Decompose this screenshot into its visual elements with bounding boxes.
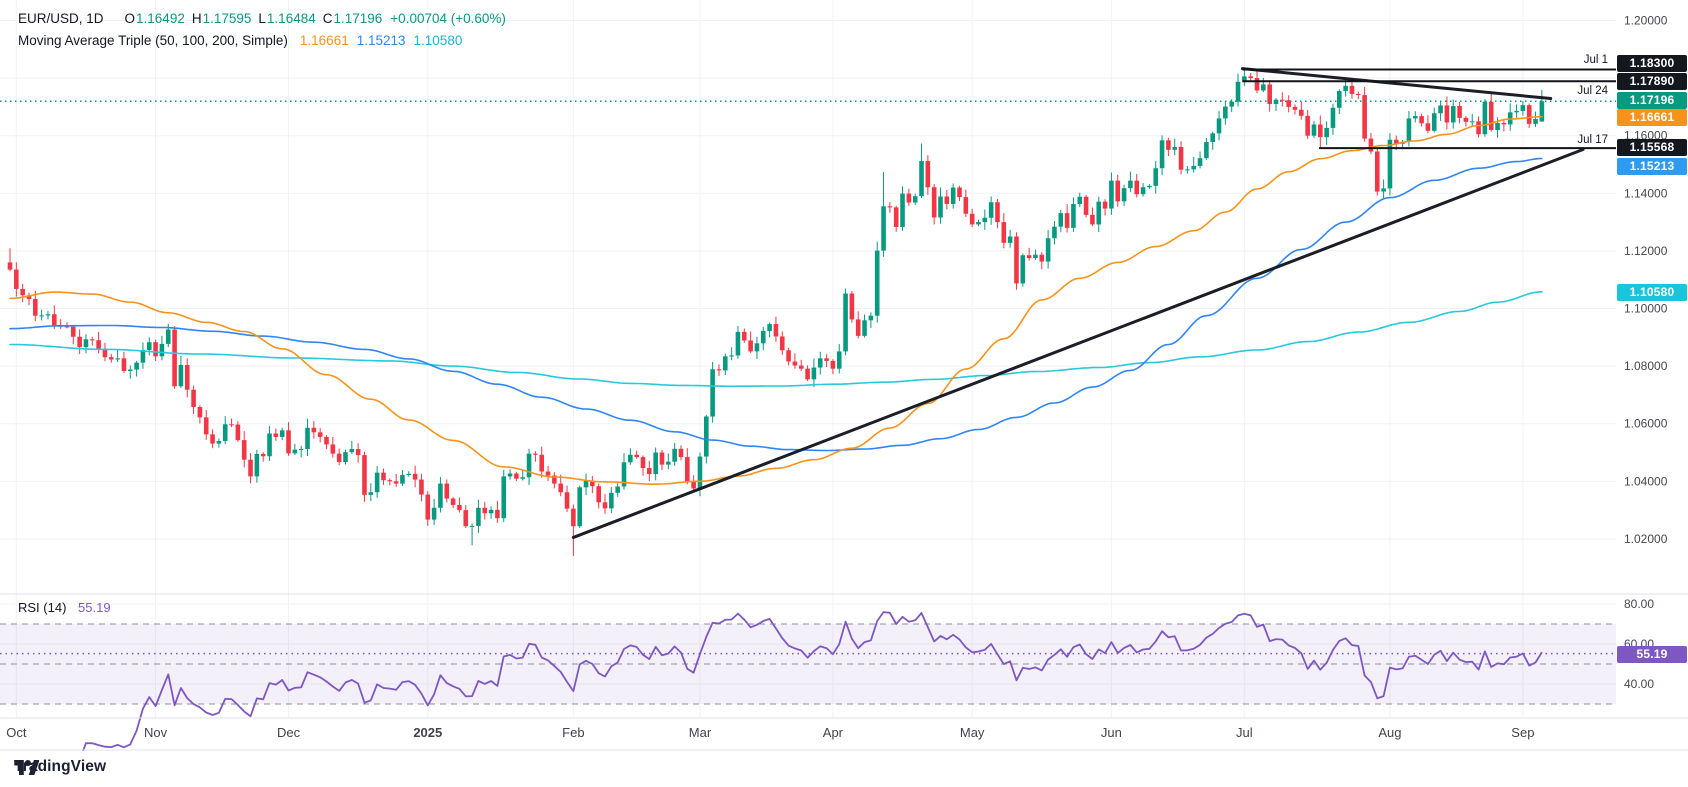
footer: TradingView (0, 751, 1688, 787)
price-axis-label: 1.06000 (1624, 417, 1668, 431)
level-date-label: Jul 1 (1584, 54, 1608, 66)
axis-price-badge: 1.17890 (1617, 72, 1687, 90)
axis-price-badge: 1.15213 (1617, 157, 1687, 175)
time-axis-label: Sep (1511, 725, 1534, 740)
time-axis-label: Nov (144, 725, 168, 740)
candlestick-series (7, 69, 1545, 556)
axis-price-badge: 1.10580 (1617, 283, 1687, 301)
ma-indicator-title[interactable]: Moving Average Triple (50, 100, 200, Sim… (18, 32, 288, 48)
price-axis-label: 1.12000 (1624, 244, 1668, 258)
time-axis[interactable] (0, 718, 1688, 750)
ascending-support-trendline (571, 148, 1585, 539)
ohlc-value: 1.16484 (266, 10, 316, 26)
ma-values: 1.16661 1.15213 1.10580 (292, 33, 462, 48)
rsi-axis-label: 80.00 (1624, 597, 1654, 611)
price-axis-label: 1.14000 (1624, 186, 1668, 200)
price-axis-label: 1.08000 (1624, 359, 1668, 373)
ohlc-value: 1.17595 (202, 10, 252, 26)
price-axis-label: 1.10000 (1624, 302, 1668, 316)
time-axis-label: Aug (1378, 725, 1401, 740)
ma-value: 1.16661 (299, 32, 349, 48)
time-axis-label: Oct (6, 725, 27, 740)
tradingview-brand[interactable]: TradingView (14, 758, 106, 776)
change-value: +0.00704 (+0.60%) (390, 10, 506, 26)
ohlc-key: O (124, 10, 136, 26)
tradingview-logo-icon (14, 760, 39, 775)
ma-value: 1.15213 (356, 32, 406, 48)
rsi-series-line (22, 611, 1543, 765)
sma100-line (9, 157, 1543, 452)
rsi-legend[interactable]: RSI (14) 55.19 (18, 600, 111, 615)
time-axis-label: 2025 (413, 725, 442, 740)
ohlc-key: H (191, 10, 202, 26)
rsi-value: 55.19 (78, 600, 111, 615)
time-axis-label: Jul (1236, 725, 1253, 740)
ohlc-values: O1.16492 H1.17595 L1.16484 C1.17196 (118, 11, 383, 26)
sma200-line (9, 291, 1543, 388)
price-axis[interactable]: 1.18300 1.17890 1.17196 1.16661 1.15568 1.152… (1616, 0, 1688, 750)
time-axis-label: Apr (823, 725, 844, 740)
axis-price-badge: 1.16661 (1617, 108, 1687, 126)
axis-price-badge: 1.17196 (1617, 91, 1687, 109)
time-axis-label: Feb (562, 725, 584, 740)
axis-price-badge: 1.18300 (1617, 54, 1687, 72)
axis-price-badge: 1.15568 (1617, 138, 1687, 156)
ohlc-value: 1.16492 (136, 10, 185, 26)
price-axis-label: 1.20000 (1624, 14, 1668, 28)
indicator-row[interactable]: Moving Average Triple (50, 100, 200, Sim… (18, 29, 506, 51)
symbol-title[interactable]: EUR/USD, 1D (18, 10, 104, 26)
axis-price-badge: 55.19 (1617, 645, 1687, 663)
sma50-line (9, 115, 1543, 485)
rsi-axis-label: 40.00 (1624, 677, 1654, 691)
rsi-params: (14) (43, 600, 67, 615)
symbol-row[interactable]: EUR/USD, 1D O1.16492 H1.17595 L1.16484 C1.1… (18, 7, 506, 29)
price-axis-label: 1.02000 (1624, 532, 1668, 546)
descending-resistance-trendline (1240, 67, 1553, 101)
time-axis-label: Mar (689, 725, 712, 740)
rsi-title[interactable]: RSI (18, 600, 40, 615)
ohlc-key: C (322, 10, 333, 26)
time-axis-label: Jun (1101, 725, 1122, 740)
level-date-label: Jul 17 (1577, 134, 1608, 146)
price-axis-label: 1.04000 (1624, 474, 1668, 488)
ohlc-value: 1.17196 (333, 10, 383, 26)
level-date-label: Jul 24 (1577, 85, 1608, 97)
ohlc-key: L (258, 10, 266, 26)
time-axis-label: Dec (277, 725, 301, 740)
ma-value: 1.10580 (413, 32, 463, 48)
chart-legend: EUR/USD, 1D O1.16492 H1.17595 L1.16484 C1.1… (18, 7, 506, 51)
time-axis-label: May (960, 725, 985, 740)
